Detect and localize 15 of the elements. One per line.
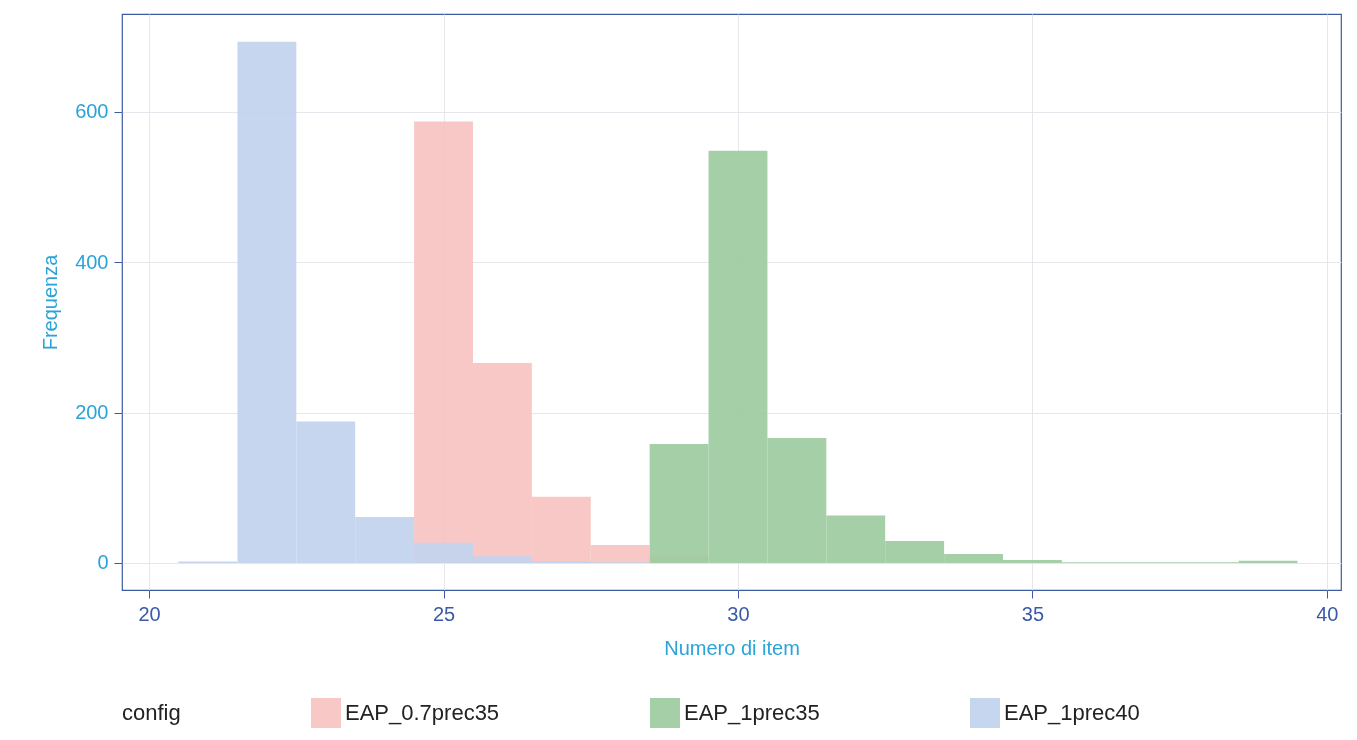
- x-axis-title: Numero di item: [664, 636, 800, 659]
- legend-label: EAP_0.7prec35: [345, 700, 500, 725]
- y-tick-label: 200: [75, 401, 109, 424]
- y-tick-label: 0: [97, 551, 109, 574]
- x-tick-label: 40: [1316, 602, 1339, 625]
- legend-label: EAP_1prec40: [1004, 700, 1140, 725]
- y-axis-title: Frequenza: [39, 253, 62, 351]
- y-tick-label: 400: [75, 250, 109, 273]
- x-tick-label: 20: [138, 602, 161, 625]
- legend-title: config: [122, 700, 181, 725]
- y-tick-label: 600: [75, 100, 109, 123]
- x-tick-label: 30: [727, 602, 750, 625]
- x-tick-label: 35: [1021, 602, 1045, 625]
- legend-label: EAP_1prec35: [684, 700, 820, 725]
- x-tick-label: 25: [432, 602, 456, 625]
